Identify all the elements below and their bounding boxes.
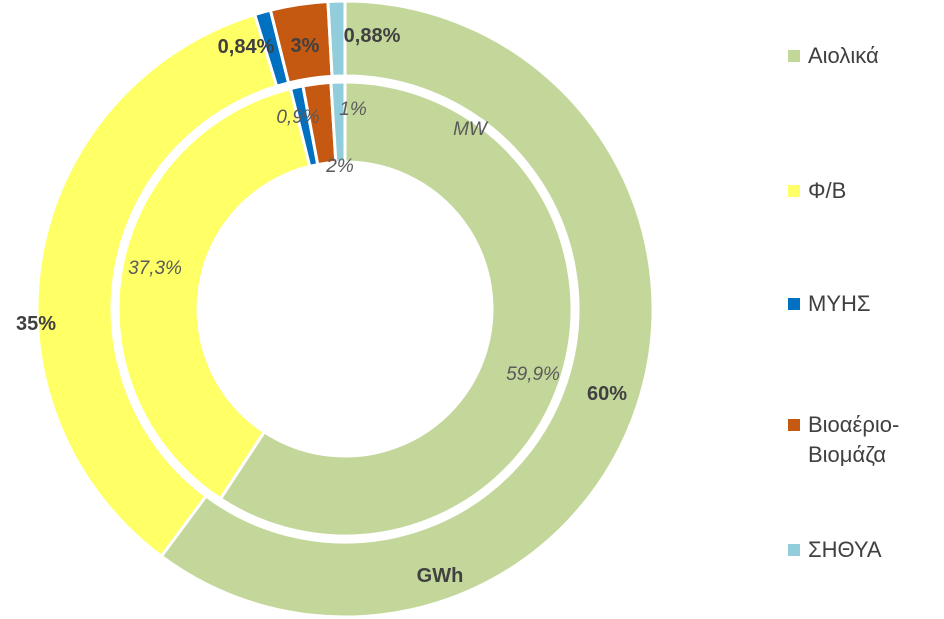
slice-gwh-fv[interactable] [35,12,279,559]
data-label-gwh-bioaerio: 3% [291,35,320,57]
legend-swatch [788,50,800,62]
data-label-gwh-aiolika: 60% [587,383,627,405]
legend-item-myhs[interactable]: ΜΥΗΣ [788,289,871,319]
legend-swatch [788,298,800,310]
slice-mw-shthya[interactable] [329,80,347,164]
legend-label: Φ/Β [808,178,847,203]
legend-item-shthya[interactable]: ΣΗΘΥΑ [788,535,882,565]
legend-item-aiolika[interactable]: Αιολικά [788,41,879,71]
data-label-gwh-myhs: 0,84% [218,36,275,58]
inner-ring-mw [116,80,574,538]
data-label-mw-aiolika: 59,9% [506,364,560,385]
data-label-mw-fv: 37,3% [128,258,182,279]
data-label-gwh-shthya: 0,88% [344,25,401,47]
legend-swatch [788,185,800,197]
data-label-mw-bioaerio: 2% [325,156,354,177]
legend-item-bioaerio[interactable]: Βιοαέριο- Βιομάζα [788,410,899,470]
legend-label: ΣΗΘΥΑ [808,537,882,562]
slice-gwh-aiolika[interactable] [159,0,655,619]
data-label-gwh-fv: 35% [16,313,56,335]
data-labels: 60% 35% 0,84% 3% 0,88% 59,9% 37,3% 0,9% 2% 1% [16,25,627,405]
legend: Αιολικά Φ/Β ΜΥΗΣ Βιοαέριο- Βιομάζα ΣΗΘΥΑ [788,0,944,619]
inner-ring-name: MW [453,119,489,140]
outer-ring-name: GWh [417,565,464,587]
data-label-mw-shthya: 1% [339,99,367,120]
legend-swatch [788,544,800,556]
legend-label: ΜΥΗΣ [808,291,871,316]
legend-label: Αιολικά [808,43,879,68]
outer-ring-gwh [35,0,655,619]
data-label-mw-myhs: 0,9% [276,107,319,128]
donut-chart: 60% 35% 0,84% 3% 0,88% 59,9% 37,3% 0,9% 2% 1% GWh… [16,0,655,619]
legend-swatch [788,419,800,431]
slice-mw-aiolika[interactable] [218,80,574,538]
legend-label: Βιοαέριο- Βιομάζα [808,412,900,467]
legend-item-fv[interactable]: Φ/Β [788,176,846,206]
slice-gwh-shthya[interactable] [326,0,347,78]
slice-mw-fv[interactable] [116,86,312,501]
